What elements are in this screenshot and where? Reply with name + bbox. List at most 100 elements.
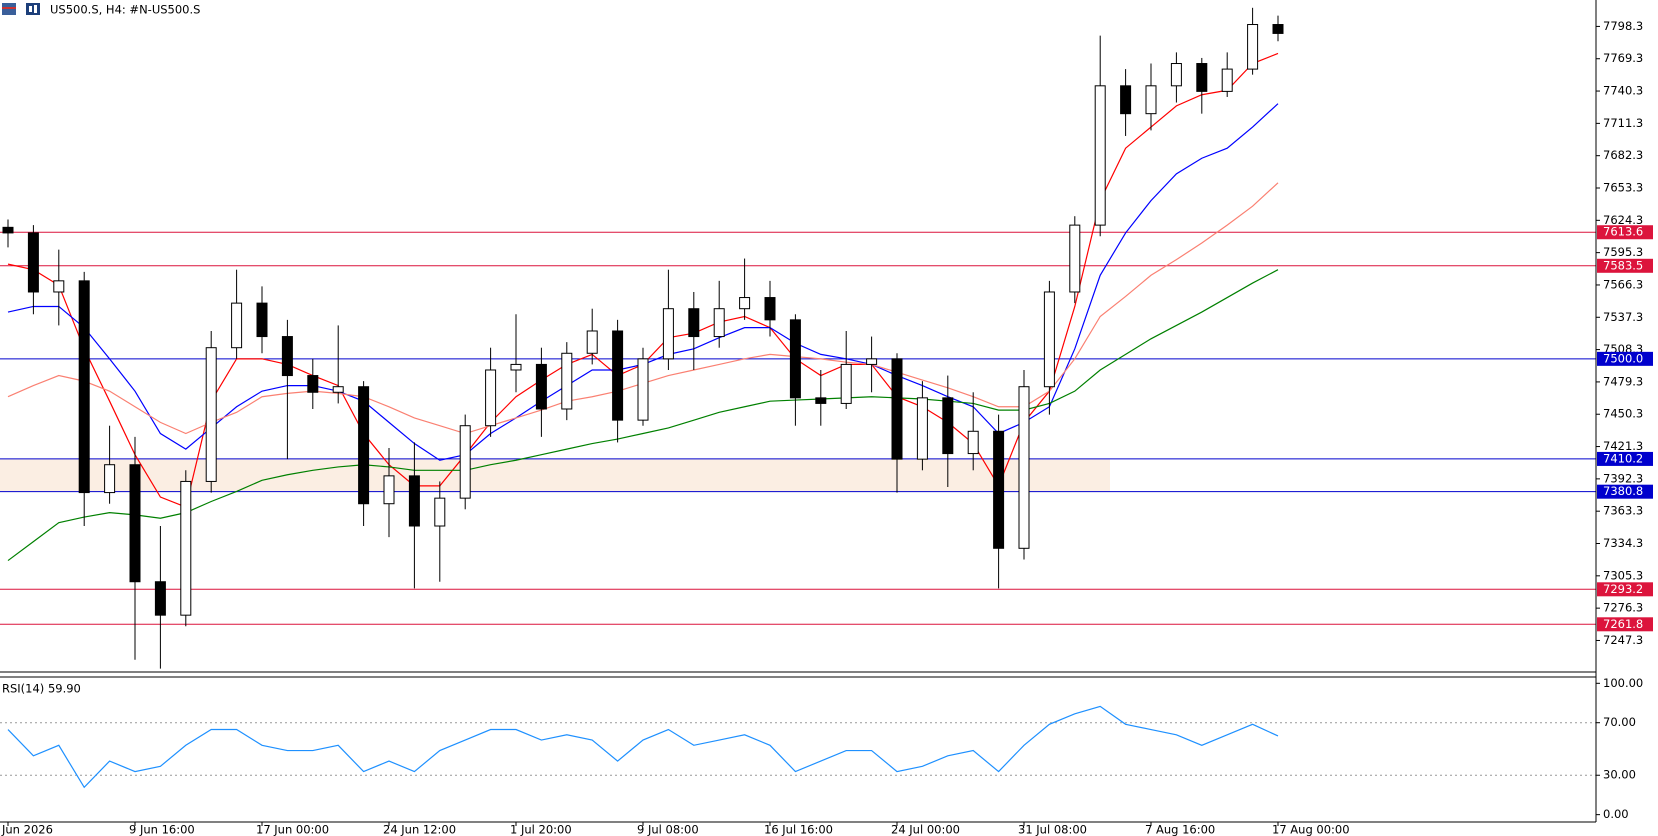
candle-body bbox=[205, 347, 217, 482]
y-tick-label: 7276.3 bbox=[1603, 601, 1643, 615]
x-tick-label: 24 Jul 00:00 bbox=[891, 823, 960, 836]
candle-body bbox=[789, 319, 801, 399]
price-level-tag bbox=[1597, 258, 1653, 273]
chart-title: US500.S, H4: #N-US500.S bbox=[50, 3, 200, 17]
moving-average bbox=[7, 269, 1279, 562]
candle-body bbox=[561, 352, 573, 410]
candle-body bbox=[281, 336, 293, 377]
chart-icon bbox=[26, 3, 40, 15]
x-tick-label: 17 Jun 00:00 bbox=[256, 823, 329, 836]
chart-icon-bar bbox=[29, 6, 32, 12]
price-level-tag bbox=[1597, 484, 1653, 499]
candle-body bbox=[231, 302, 243, 349]
candle-body bbox=[1196, 63, 1208, 92]
candle-body bbox=[129, 464, 141, 583]
rsi-line bbox=[7, 705, 1279, 789]
y-tick-label: 7624.3 bbox=[1603, 213, 1643, 227]
y-tick-label: 7421.3 bbox=[1603, 439, 1643, 453]
candle-body bbox=[1043, 291, 1055, 388]
candle-body bbox=[942, 397, 954, 455]
rsi-title: RSI(14) 59.90 bbox=[2, 682, 81, 696]
candle-body bbox=[485, 369, 497, 427]
y-tick-label: 7334.3 bbox=[1603, 536, 1643, 550]
candle-body bbox=[434, 497, 446, 527]
candle-body bbox=[1221, 68, 1233, 92]
candle-body bbox=[612, 330, 624, 421]
price-level-tag bbox=[1597, 582, 1653, 597]
x-tick-label: 16 Jul 16:00 bbox=[764, 823, 833, 836]
x-tick-label: 9 Jun 16:00 bbox=[129, 823, 195, 836]
candle-body bbox=[840, 363, 852, 404]
x-tick-label: 1 Jul 20:00 bbox=[510, 823, 572, 836]
y-tick-label: 7798.3 bbox=[1603, 19, 1643, 33]
candle-body bbox=[180, 480, 192, 616]
price-level-tag bbox=[1597, 451, 1653, 466]
candle-body bbox=[27, 232, 39, 293]
x-tick-label: Jun 2026 bbox=[1, 823, 53, 836]
y-tick-label: 7363.3 bbox=[1603, 504, 1643, 518]
y-tick-label: 7479.3 bbox=[1603, 374, 1643, 388]
candle-body bbox=[1094, 85, 1106, 226]
y-tick-label: 7595.3 bbox=[1603, 245, 1643, 259]
y-tick-label: 7711.3 bbox=[1603, 116, 1643, 130]
y-tick-label: 7450.3 bbox=[1603, 407, 1643, 421]
candle-body bbox=[2, 226, 14, 234]
candle-body bbox=[307, 375, 319, 393]
candle-body bbox=[383, 475, 395, 505]
y-tick-label: 7537.3 bbox=[1603, 310, 1643, 324]
y-tick-label: 7305.3 bbox=[1603, 568, 1643, 582]
price-level-label: 7380.8 bbox=[1603, 484, 1643, 498]
candle-body bbox=[993, 430, 1005, 549]
y-tick-label: 7653.3 bbox=[1603, 181, 1643, 195]
candle-body bbox=[866, 358, 878, 365]
y-tick-label: 7769.3 bbox=[1603, 51, 1643, 65]
y-tick-label: 100.00 bbox=[1603, 676, 1643, 690]
chart-icon-bar bbox=[34, 5, 37, 13]
y-tick-label: 7682.3 bbox=[1603, 148, 1643, 162]
candle-body bbox=[1120, 85, 1132, 115]
candle-body bbox=[104, 464, 116, 494]
x-tick-label: 24 Jun 12:00 bbox=[383, 823, 456, 836]
candle-body bbox=[1247, 24, 1259, 70]
price-level-label: 7293.2 bbox=[1603, 582, 1643, 596]
candle-body bbox=[739, 297, 751, 310]
support-zone bbox=[0, 458, 1110, 492]
x-tick-label: 9 Jul 08:00 bbox=[637, 823, 699, 836]
price-level-tag bbox=[1597, 351, 1653, 366]
x-tick-label: 7 Aug 16:00 bbox=[1145, 823, 1215, 836]
candle-body bbox=[535, 363, 547, 410]
price-level-label: 7261.8 bbox=[1603, 617, 1643, 631]
price-level-label: 7500.0 bbox=[1603, 351, 1643, 365]
candle-body bbox=[891, 358, 903, 460]
candle-body bbox=[459, 425, 471, 499]
candle-body bbox=[332, 386, 344, 393]
y-tick-label: 7740.3 bbox=[1603, 84, 1643, 98]
y-tick-label: 7247.3 bbox=[1603, 633, 1643, 647]
candle-body bbox=[764, 297, 776, 321]
candle-body bbox=[815, 397, 827, 404]
candle-body bbox=[1069, 224, 1081, 293]
candle-body bbox=[154, 581, 166, 616]
candle-body bbox=[1170, 63, 1182, 87]
candle-body bbox=[637, 358, 649, 421]
candle-body bbox=[688, 308, 700, 338]
candle-body bbox=[713, 308, 725, 338]
candle-body bbox=[358, 386, 370, 505]
candle-body bbox=[256, 302, 268, 338]
candle-body bbox=[916, 397, 928, 460]
candle-body bbox=[53, 280, 65, 293]
x-tick-label: 31 Jul 08:00 bbox=[1018, 823, 1087, 836]
candle-body bbox=[1272, 24, 1284, 34]
price-level-tag bbox=[1597, 617, 1653, 632]
candle-body bbox=[967, 430, 979, 455]
price-level-tag bbox=[1597, 225, 1653, 240]
y-tick-label: 7392.3 bbox=[1603, 471, 1643, 485]
toolbar-icons bbox=[2, 3, 40, 15]
y-tick-label: 70.00 bbox=[1603, 715, 1636, 729]
price-level-label: 7613.6 bbox=[1603, 225, 1643, 239]
y-tick-label: 30.00 bbox=[1603, 768, 1636, 782]
x-tick-label: 17 Aug 00:00 bbox=[1272, 823, 1350, 836]
candle-body bbox=[408, 475, 420, 527]
candle-body bbox=[1145, 85, 1157, 115]
